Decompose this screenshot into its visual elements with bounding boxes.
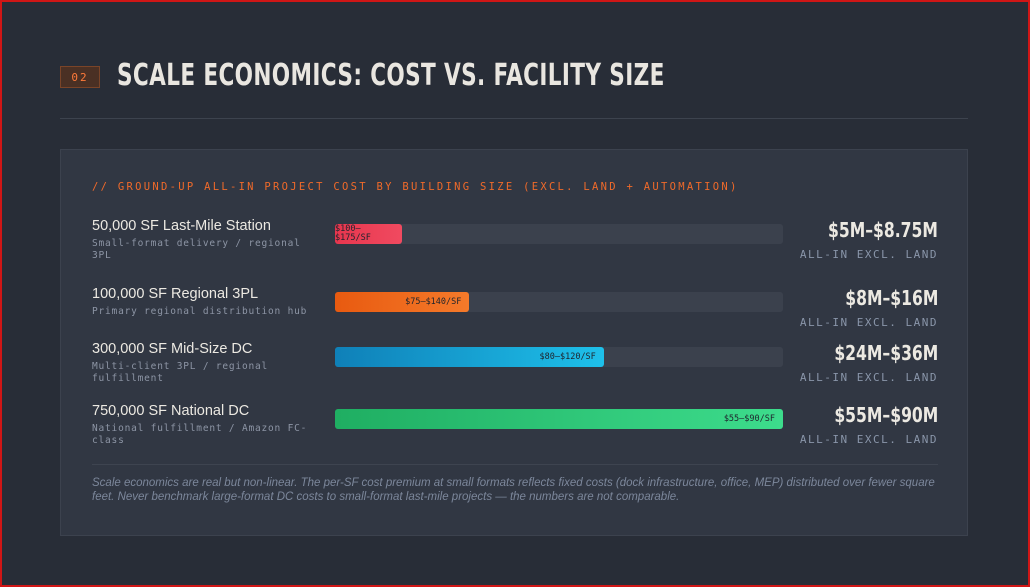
bar: $80–$120/SF [335,347,604,367]
row-description: Primary regional distribution hub [92,306,308,317]
bar-row: 50,000 SF Last-Mile Station Small-format … [92,218,938,268]
bar-track: $75–$140/SF [335,292,783,312]
cost-note: ALL-IN EXCL. LAND [799,316,938,329]
chart-subtitle: // GROUND-UP ALL-IN PROJECT COST BY BUIL… [92,181,739,193]
bar-label: $80–$120/SF [539,352,596,362]
bar-track: $100–$175/SF [335,224,783,244]
cost-value: $5M–$8.75M [828,218,938,242]
section-badge: 02 [60,66,100,88]
bar: $55–$90/SF [335,409,783,429]
cost-value: $55M–$90M [834,403,938,427]
bar-track: $80–$120/SF [335,347,783,367]
header: 02 SCALE ECONOMICS: COST VS. FACILITY SI… [60,58,968,119]
row-name: 300,000 SF Mid-Size DC [92,341,253,357]
footnote: Scale economics are real but non-linear.… [92,477,935,503]
cost-value: $24M–$36M [834,341,938,365]
bar-label: $75–$140/SF [405,297,462,307]
page-title: SCALE ECONOMICS: COST VS. FACILITY SIZE [117,58,665,93]
row-description: Multi-client 3PL / regional fulfillment [92,361,269,384]
cost-note: ALL-IN EXCL. LAND [799,248,938,261]
row-description: Small-format delivery / regional 3PL [92,238,301,261]
bar-row: 750,000 SF National DC National fulfillme… [92,403,938,453]
bar-label: $55–$90/SF [723,414,775,424]
cost-note: ALL-IN EXCL. LAND [799,371,938,384]
divider [92,464,938,465]
bar-row: 100,000 SF Regional 3PL Primary regional … [92,286,938,336]
cost-value: $8M–$16M [844,286,938,310]
bar-row: 300,000 SF Mid-Size DC Multi-client 3PL /… [92,341,938,391]
bar-track: $55–$90/SF [335,409,783,429]
bar: $75–$140/SF [335,292,470,312]
row-name: 50,000 SF Last-Mile Station [92,218,271,234]
cost-note: ALL-IN EXCL. LAND [799,433,938,446]
bar: $100–$175/SF [335,224,403,244]
row-description: National fulfillment / Amazon FC-class [92,423,308,446]
bar-label: $100–$175/SF [335,224,371,243]
chart-panel: // GROUND-UP ALL-IN PROJECT COST BY BUIL… [60,149,968,536]
row-name: 750,000 SF National DC [92,403,250,419]
row-name: 100,000 SF Regional 3PL [92,286,259,302]
